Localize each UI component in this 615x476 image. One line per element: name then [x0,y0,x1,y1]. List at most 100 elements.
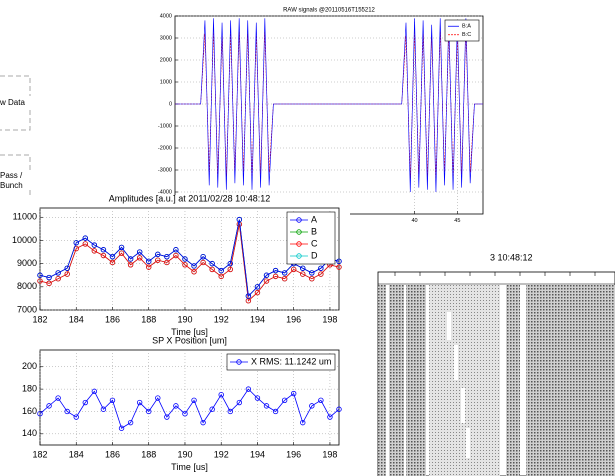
data-point [173,403,179,409]
data-point [146,258,152,265]
data-point [136,399,143,406]
data-point [209,406,215,412]
legend-marker [296,241,302,247]
raster-block [526,285,615,476]
data-point [100,252,107,259]
data-point [173,252,179,259]
data-point [37,278,43,284]
data-point [73,414,79,420]
series-line [39,219,340,297]
y-tick-label: -2000 [158,145,172,151]
data-point [254,395,261,401]
x-tick-label: 186 [105,449,120,459]
y-tick-label: 11000 [13,212,37,222]
y-tick-label: 160 [22,406,37,416]
y-tick-label: 180 [22,383,37,393]
data-point [55,395,61,401]
data-point [227,266,233,273]
chart-title: RAW signals @20110516T155212 [283,8,375,14]
y-tick-label: 10000 [12,235,37,245]
data-point [155,257,161,263]
data-point [236,399,243,406]
x-tick-label: 40 [411,218,417,224]
data-point [182,256,188,262]
data-point [146,408,152,415]
series-line [39,388,340,429]
amp-chart: 7000 8000 9000 10000 11000 182 184 186 188 190 192… [12,193,342,337]
legend-label: D [311,250,318,260]
raster-ticks [378,272,615,285]
x-tick-label: 45 [454,218,460,224]
raster-gap [404,285,406,476]
x-axis-label: Time [us] [171,327,208,337]
x-tick-label: 198 [322,314,337,324]
x-tick-label: 190 [177,314,192,324]
sidebar: w Data Pass / Bunch [0,75,31,200]
legend-label: B [311,226,317,236]
data-point [263,272,270,278]
data-point [336,264,342,270]
sidebar-item[interactable]: Pass / [0,171,23,180]
legend-box [226,353,336,371]
raster-block [429,285,500,476]
data-point [173,247,179,253]
x-tick-label: 192 [214,314,229,324]
data-point [127,256,134,262]
data-point [109,397,116,403]
data-point [37,411,43,417]
legend-label: B:C [462,32,471,38]
raster-gap [461,388,465,423]
data-point [281,397,288,403]
y-tick-label: -4000 [158,189,172,195]
data-point [64,271,70,277]
data-point [82,241,89,247]
data-point [200,419,206,426]
data-point [309,276,315,282]
y-tick-label: 9000 [17,258,37,268]
y-tick-label: -3000 [158,167,172,173]
data-point [300,419,306,426]
data-point [300,265,306,271]
data-point [164,259,170,266]
x-tick-label: 188 [141,449,156,459]
data-point [91,242,98,248]
raw-window: 4000 3000 2000 1000 0 -1000 -2000 -3000 -4000 40 4… [158,8,484,224]
data-point [100,406,107,412]
data-point [218,273,224,280]
data-point [336,258,342,265]
data-point [91,388,98,395]
data-point [281,270,288,276]
legend-marker [296,253,302,259]
data-point [127,262,134,268]
data-point [46,280,52,287]
data-point [290,266,297,273]
data-point [64,408,70,415]
raster-window: 3 10:48:12 [366,249,615,476]
sidebar-item[interactable]: w Data [0,98,25,107]
data-point [318,271,324,277]
x-tick-label: 194 [250,449,265,459]
data-point [155,395,161,401]
y-tick-label: 8000 [17,281,37,291]
legend-box [286,211,336,265]
data-point [55,276,61,282]
data-point [109,259,116,266]
data-point [245,293,252,299]
series-line [39,224,340,302]
data-point [136,255,143,261]
y-tick-label: 0 [169,101,172,107]
legend-label: C [311,238,318,248]
data-point [272,273,279,280]
data-point [46,403,52,409]
data-point [82,399,89,406]
sidebar-item[interactable]: Bunch [0,181,23,190]
data-point [182,411,188,417]
data-point [82,235,89,241]
data-point [118,425,125,431]
y-tick-label: 3000 [160,35,172,41]
y-tick-label: 7000 [17,304,37,314]
data-point [318,265,324,271]
data-point [263,403,270,409]
raster-block [378,285,426,476]
data-point [227,408,233,415]
